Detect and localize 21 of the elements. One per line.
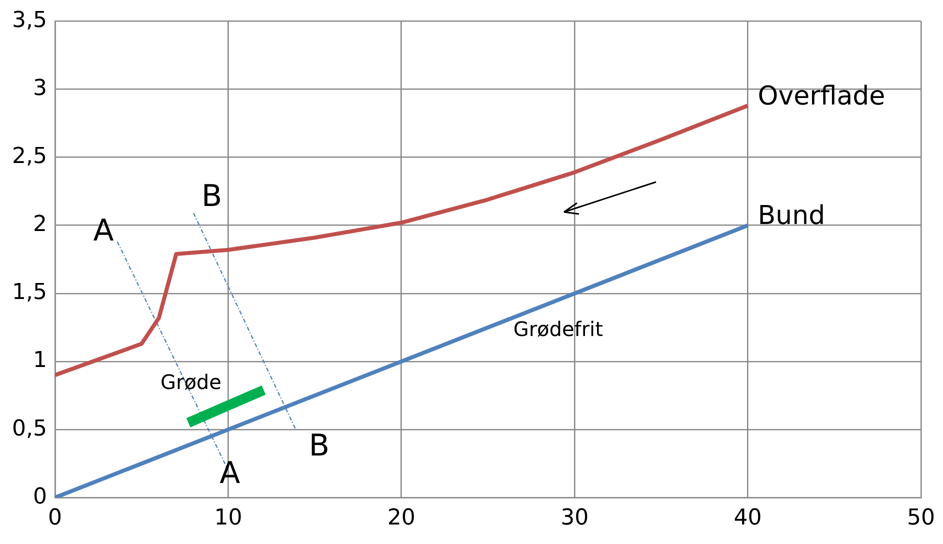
series-label: Bund <box>758 201 826 232</box>
annotation: Grøde <box>160 370 222 394</box>
annotation: B <box>308 428 330 464</box>
x-tick-label: 20 <box>387 506 416 531</box>
annotation: A <box>93 214 114 249</box>
y-tick-label: 2 <box>32 212 47 238</box>
annotation: B <box>201 179 222 214</box>
x-tick-label: 40 <box>734 506 762 531</box>
y-tick-label: 0 <box>32 484 47 510</box>
annotation: Grødefrit <box>513 317 604 342</box>
x-tick-label: 10 <box>214 506 242 531</box>
annotation: A <box>220 456 241 492</box>
y-tick-label: 3,5 <box>12 8 47 33</box>
y-tick-label: 3 <box>32 76 47 101</box>
x-tick-label: 50 <box>907 506 936 531</box>
y-tick-label: 1 <box>32 348 47 374</box>
x-tick-label: 30 <box>560 506 589 531</box>
y-tick-label: 0,5 <box>12 416 47 442</box>
y-tick-label: 1,5 <box>12 280 47 306</box>
series-label: Overflade <box>758 81 886 112</box>
y-tick-label: 2,5 <box>12 144 47 170</box>
